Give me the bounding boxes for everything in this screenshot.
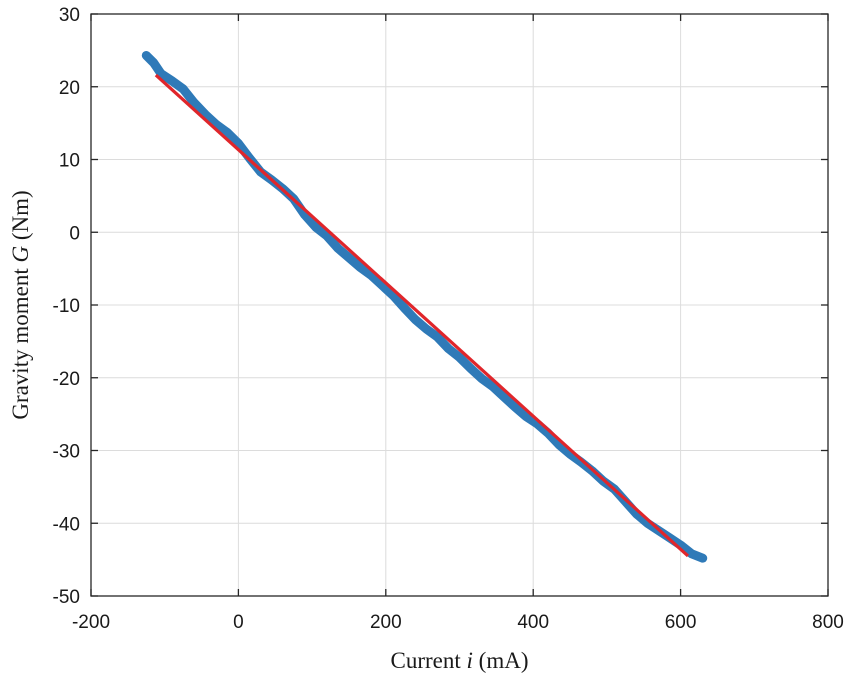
x-axis-label: Current i (mA): [391, 648, 529, 673]
x-tick-label: 200: [370, 612, 402, 633]
grid-lines: [90, 13, 829, 597]
y-tick-label: -40: [53, 514, 80, 535]
y-tick-label: 10: [59, 151, 80, 172]
data-point: [234, 139, 243, 148]
data-point: [477, 374, 486, 383]
data-point: [333, 244, 343, 253]
data-point: [433, 332, 442, 342]
data-point: [344, 253, 354, 262]
data-point: [400, 303, 409, 313]
y-tick-label: 30: [59, 5, 80, 26]
data-point: [355, 262, 365, 272]
fit-line: [154, 73, 690, 558]
data-point: [444, 344, 453, 353]
data-point: [149, 58, 158, 67]
y-tick-label: -20: [53, 369, 80, 390]
data-point: [411, 315, 420, 324]
plot-area: [141, 50, 708, 563]
data-point: [466, 364, 475, 373]
x-tick-label: 0: [233, 612, 244, 633]
data-point: [698, 553, 707, 563]
data-point: [687, 549, 696, 559]
data-point: [488, 382, 497, 391]
x-tick-labels: -200 0 200 400 600 800: [72, 612, 844, 633]
x-tick-label: -200: [72, 612, 110, 633]
y-tick-label: -50: [53, 587, 80, 608]
x-tick-label: 400: [517, 612, 549, 633]
data-point: [499, 392, 508, 401]
y-tick-labels: -50 -40 -30 -20 -10 0 10 20 30: [53, 5, 80, 608]
data-point: [311, 222, 320, 232]
data-point: [178, 84, 188, 94]
y-tick-label: -30: [53, 442, 80, 463]
ticks: [90, 13, 829, 597]
data-point: [167, 76, 177, 86]
y-tick-label: -10: [53, 296, 80, 317]
data-point: [142, 51, 151, 60]
y-tick-label: 0: [69, 223, 80, 244]
data-point: [322, 231, 332, 241]
data-point: [455, 353, 464, 362]
data-point: [422, 324, 431, 334]
x-tick-label: 800: [812, 612, 844, 633]
x-tick-label: 600: [665, 612, 697, 633]
y-axis-label: Gravity moment G (Nm): [8, 190, 33, 419]
data-point: [189, 98, 199, 107]
data-point: [223, 128, 232, 137]
y-tick-label: 20: [59, 78, 80, 99]
data-point: [510, 402, 519, 412]
data-point: [521, 412, 531, 421]
